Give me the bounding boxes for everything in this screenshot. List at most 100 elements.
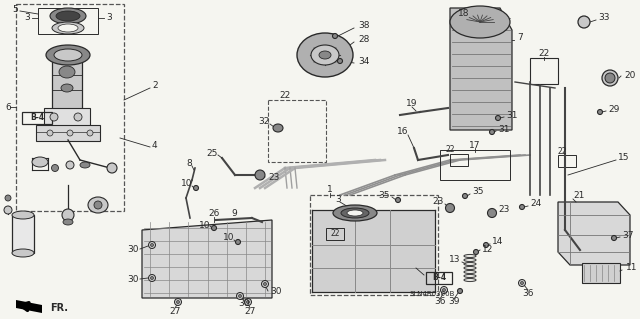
- Text: 22: 22: [445, 145, 455, 154]
- Text: 31: 31: [506, 112, 518, 121]
- Circle shape: [94, 201, 102, 209]
- Bar: [426, 272, 452, 284]
- Bar: [36, 125, 100, 141]
- Circle shape: [4, 206, 12, 214]
- Circle shape: [47, 130, 53, 136]
- Text: 28: 28: [358, 35, 369, 44]
- Circle shape: [51, 165, 58, 172]
- Ellipse shape: [347, 210, 363, 216]
- Circle shape: [463, 194, 467, 198]
- Circle shape: [87, 130, 93, 136]
- Circle shape: [66, 161, 74, 169]
- Circle shape: [396, 197, 401, 203]
- Bar: [558, 155, 576, 167]
- Text: 18: 18: [458, 10, 470, 19]
- Ellipse shape: [63, 219, 73, 225]
- Circle shape: [107, 163, 117, 173]
- Text: 27: 27: [244, 307, 256, 315]
- Text: 16: 16: [397, 128, 408, 137]
- Ellipse shape: [61, 84, 73, 92]
- Bar: [450, 154, 468, 166]
- Ellipse shape: [88, 197, 108, 213]
- Circle shape: [578, 16, 590, 28]
- Circle shape: [150, 244, 154, 246]
- Bar: [310, 195, 438, 295]
- Bar: [582, 263, 620, 283]
- Polygon shape: [450, 8, 512, 130]
- Ellipse shape: [50, 8, 86, 24]
- Text: 38: 38: [358, 21, 369, 31]
- Ellipse shape: [80, 162, 90, 168]
- Circle shape: [50, 113, 58, 121]
- Text: 1: 1: [327, 186, 333, 195]
- Circle shape: [490, 130, 495, 135]
- Circle shape: [62, 209, 74, 221]
- Circle shape: [148, 275, 156, 281]
- Bar: [16, 4, 124, 211]
- Text: 35: 35: [378, 190, 390, 199]
- Text: 30: 30: [238, 299, 250, 308]
- Text: 17: 17: [469, 140, 481, 150]
- Text: 32: 32: [259, 117, 270, 127]
- Polygon shape: [312, 210, 435, 292]
- Text: 7: 7: [517, 33, 523, 42]
- Ellipse shape: [32, 157, 48, 167]
- Text: 4: 4: [152, 140, 157, 150]
- Circle shape: [605, 73, 615, 83]
- Text: FR.: FR.: [50, 303, 68, 313]
- Circle shape: [458, 288, 463, 293]
- Circle shape: [333, 33, 337, 39]
- Circle shape: [67, 130, 73, 136]
- Polygon shape: [142, 220, 272, 298]
- Ellipse shape: [12, 249, 34, 257]
- Circle shape: [193, 186, 198, 190]
- Text: 9: 9: [231, 209, 237, 218]
- Bar: [38, 8, 98, 34]
- Text: 3: 3: [335, 196, 340, 204]
- Ellipse shape: [12, 211, 34, 219]
- Text: B-4: B-4: [30, 114, 44, 122]
- Text: 23: 23: [433, 197, 444, 206]
- Text: 30: 30: [270, 287, 282, 296]
- Bar: [52, 60, 82, 110]
- Ellipse shape: [56, 11, 80, 21]
- Text: 23: 23: [268, 174, 280, 182]
- Text: 8: 8: [186, 160, 192, 168]
- Text: 10: 10: [223, 234, 234, 242]
- Circle shape: [520, 282, 524, 285]
- Text: 13: 13: [449, 256, 460, 264]
- Circle shape: [211, 226, 216, 231]
- Text: B-4: B-4: [432, 273, 446, 283]
- Text: 36: 36: [522, 288, 534, 298]
- Circle shape: [237, 293, 243, 300]
- Text: 36: 36: [435, 298, 445, 307]
- Circle shape: [177, 300, 179, 303]
- Polygon shape: [558, 202, 630, 265]
- Circle shape: [246, 300, 250, 303]
- Ellipse shape: [59, 66, 75, 78]
- Circle shape: [483, 242, 488, 248]
- Ellipse shape: [52, 22, 84, 34]
- Text: SLN4B0300B: SLN4B0300B: [410, 291, 454, 297]
- Text: 37: 37: [622, 232, 634, 241]
- Circle shape: [239, 295, 241, 297]
- Circle shape: [337, 58, 342, 63]
- Circle shape: [148, 241, 156, 249]
- Polygon shape: [16, 300, 42, 313]
- Circle shape: [74, 113, 82, 121]
- Circle shape: [262, 280, 269, 287]
- Circle shape: [264, 283, 266, 286]
- Circle shape: [518, 279, 525, 286]
- Text: 5: 5: [12, 4, 18, 13]
- Circle shape: [440, 286, 447, 293]
- Text: 25: 25: [207, 149, 218, 158]
- Text: 15: 15: [618, 153, 630, 162]
- Text: 20: 20: [624, 70, 636, 79]
- Text: 3: 3: [106, 13, 112, 23]
- Bar: [22, 112, 52, 124]
- Ellipse shape: [46, 45, 90, 65]
- Text: 22: 22: [280, 92, 291, 100]
- Text: 34: 34: [358, 57, 369, 66]
- Ellipse shape: [450, 6, 510, 38]
- Ellipse shape: [54, 49, 82, 61]
